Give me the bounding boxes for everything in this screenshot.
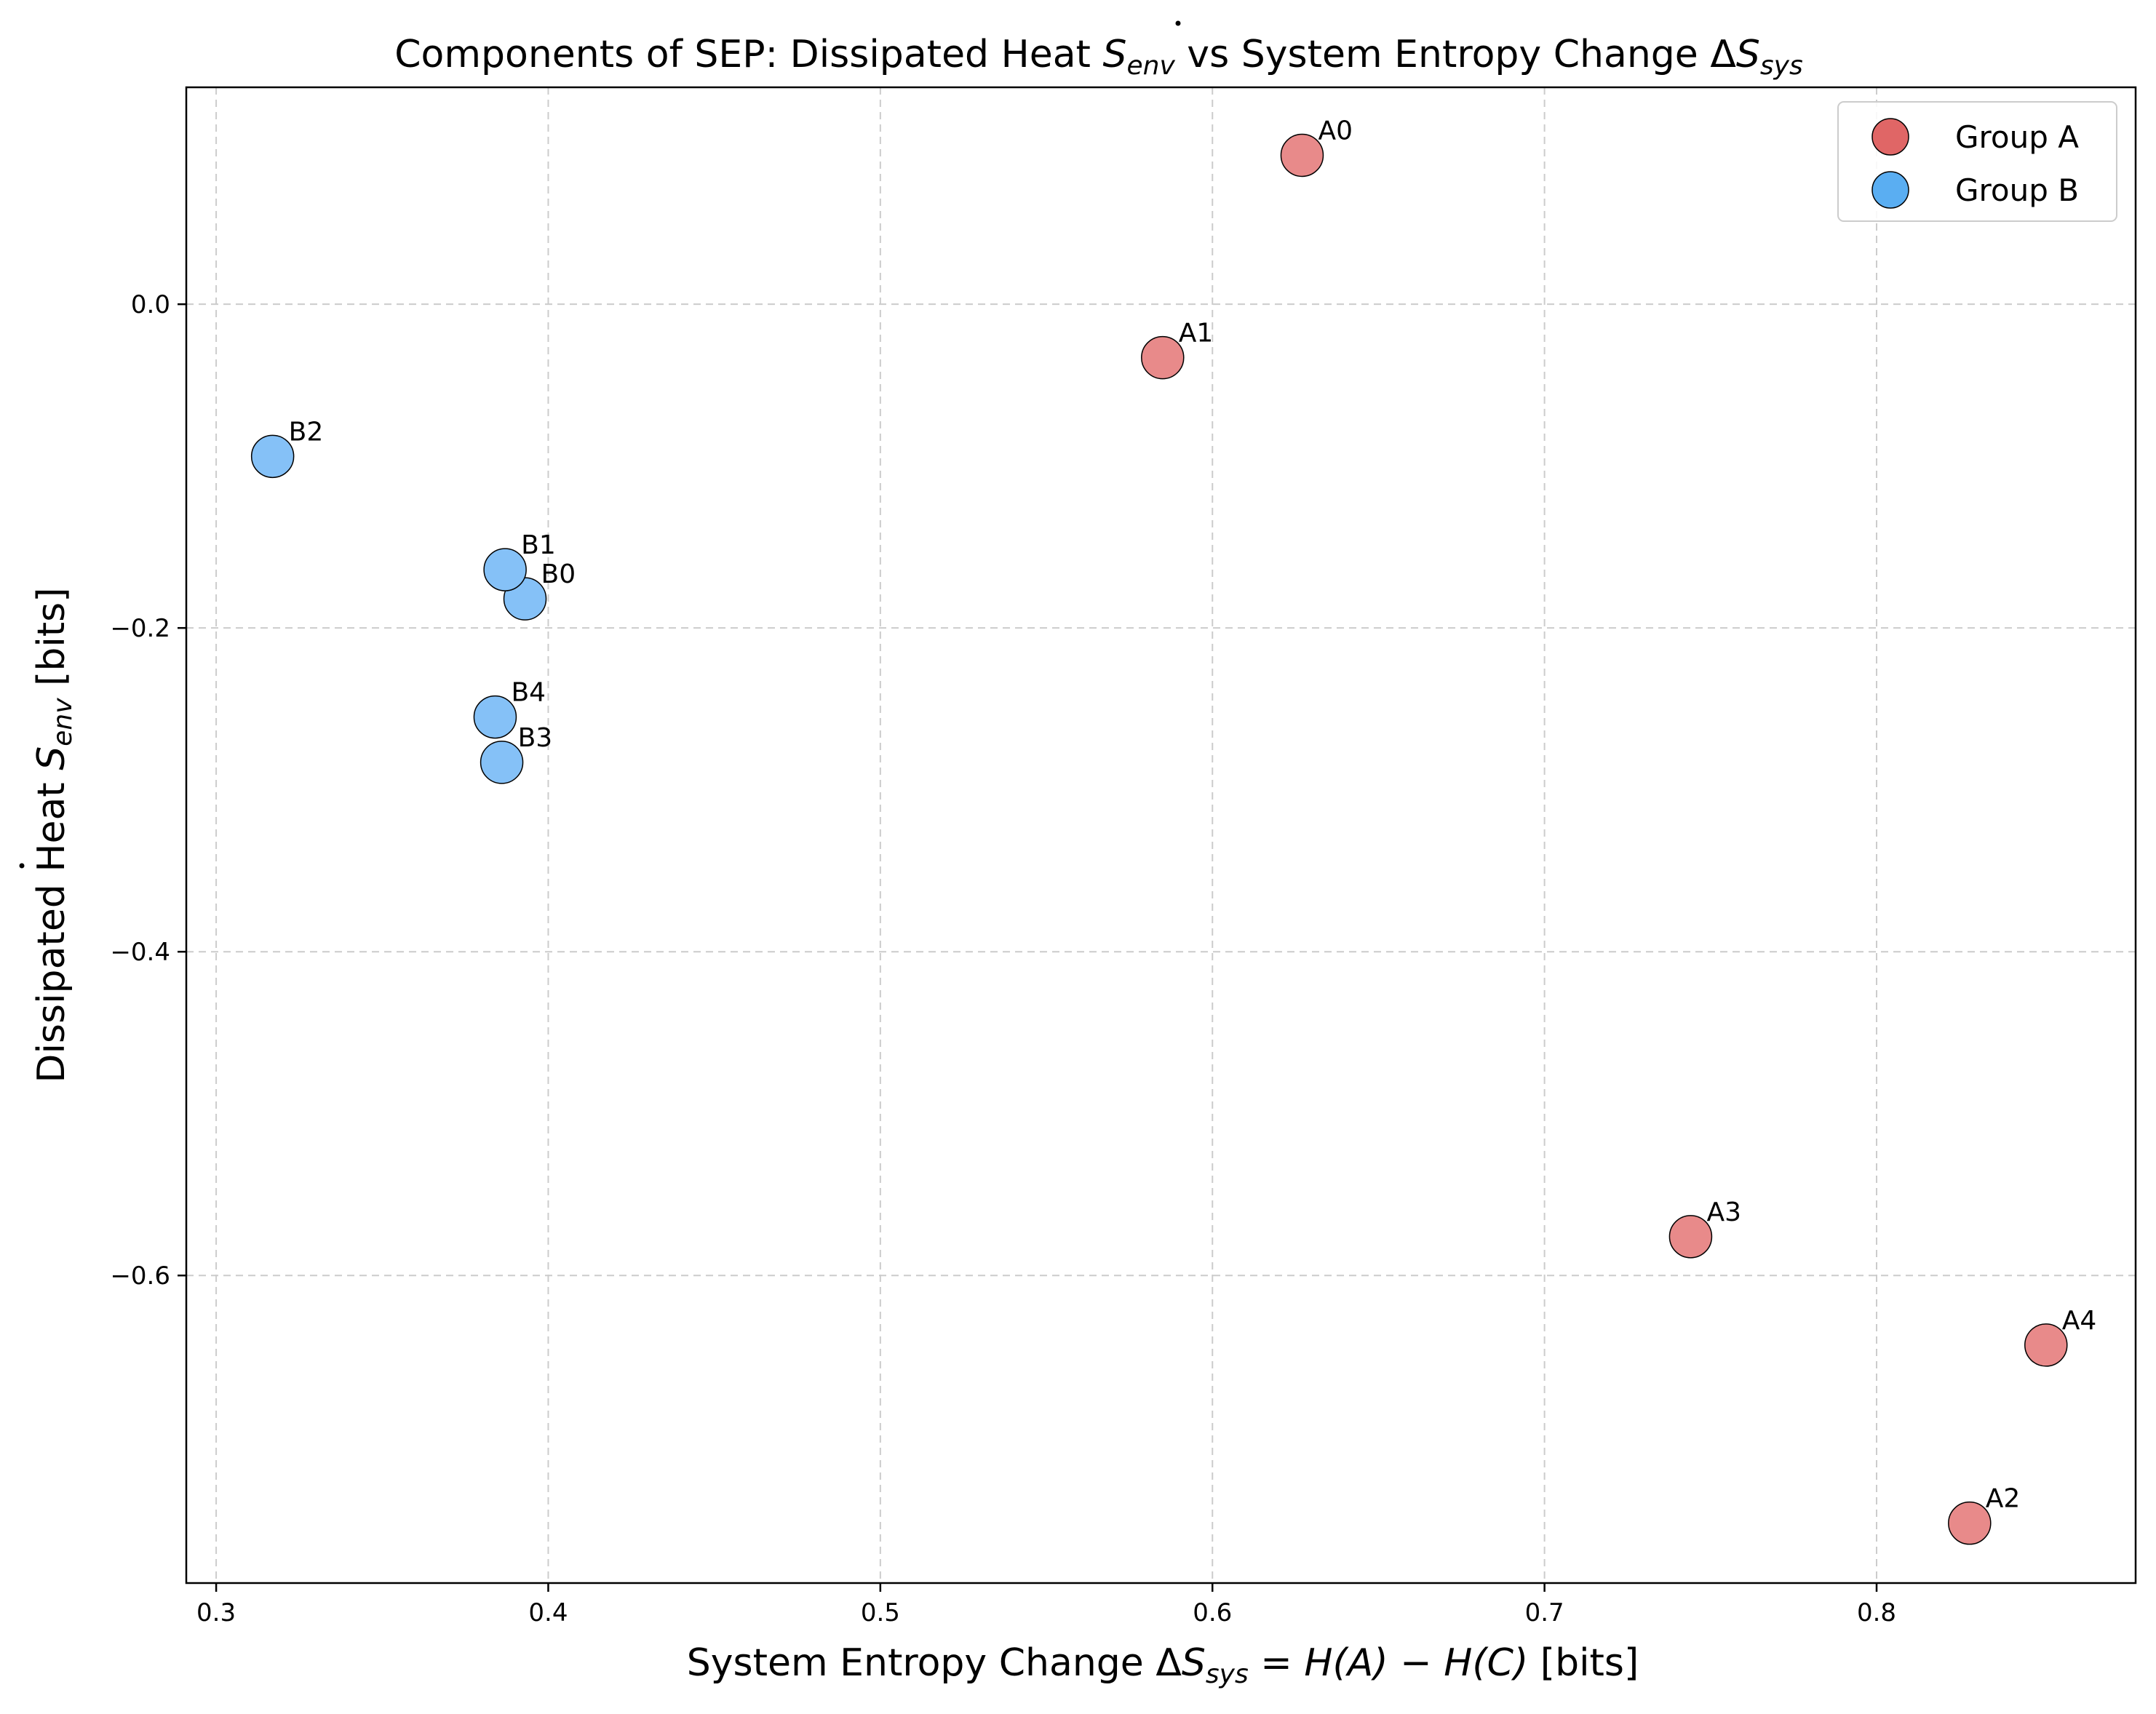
legend-marker-group-b — [1871, 171, 1909, 209]
point-label-a1: A1 — [1179, 319, 1214, 348]
point-a2 — [1948, 1501, 1992, 1545]
title-symbol-sys: S — [1736, 33, 1760, 76]
point-b4 — [473, 695, 517, 739]
title-subscript-env: env — [1127, 51, 1176, 81]
title-prefix: Components of SEP: Dissipated Heat — [394, 33, 1102, 76]
xlabel-prefix: System Entropy Change Δ — [687, 1641, 1182, 1685]
xlabel-subscript: sys — [1206, 1659, 1249, 1689]
ylabel-dot-accent — [19, 863, 25, 869]
y-tick-label: −0.2 — [110, 614, 170, 643]
point-label-a0: A0 — [1318, 116, 1353, 146]
title-symbol-env: S — [1102, 33, 1126, 76]
plot-frame — [185, 86, 2137, 1585]
point-b1 — [483, 548, 527, 591]
y-axis-label: Dissipated Heat Senv [bits] — [30, 587, 78, 1083]
point-label-b3: B3 — [518, 723, 553, 753]
point-a1 — [1141, 335, 1185, 380]
title-middle: vs System Entropy Change Δ — [1175, 33, 1737, 76]
legend-label-group-b: Group B — [1955, 172, 2079, 208]
point-label-a4: A4 — [2062, 1306, 2097, 1336]
ylabel-suffix: [bits] — [30, 587, 73, 698]
y-axis-label-group: Dissipated Heat Senv [bits] — [19, 587, 78, 1083]
ylabel-subscript: env — [48, 698, 78, 746]
x-tick-label: 0.8 — [1857, 1598, 1896, 1627]
x-axis-label: System Entropy Change ΔSsys = H(A) − H(C… — [687, 1641, 1639, 1689]
point-a4 — [2024, 1323, 2068, 1367]
legend-label-group-a: Group A — [1955, 119, 2079, 155]
y-tick-label: −0.6 — [110, 1261, 170, 1291]
title-subscript-sys: sys — [1760, 51, 1803, 81]
x-tick-label: 0.4 — [528, 1598, 568, 1627]
ylabel-symbol: S — [30, 746, 73, 770]
xlabel-formula: = H(A) − H(C) — [1249, 1641, 1529, 1685]
x-tick-label: 0.5 — [861, 1598, 900, 1627]
y-tick-label: −0.4 — [110, 938, 170, 967]
xlabel-suffix: [bits] — [1528, 1641, 1639, 1685]
x-tick-label: 0.7 — [1525, 1598, 1564, 1627]
point-label-a2: A2 — [1986, 1484, 2021, 1514]
y-tick-label: 0.0 — [131, 290, 170, 319]
point-a0 — [1280, 133, 1324, 178]
legend-marker-group-a — [1871, 118, 1909, 156]
point-label-a3: A3 — [1706, 1197, 1741, 1227]
point-label-b0: B0 — [541, 559, 576, 589]
legend: Group A Group B — [1837, 101, 2117, 222]
x-tick-label: 0.6 — [1193, 1598, 1232, 1627]
xlabel-symbol: S — [1182, 1641, 1206, 1685]
point-b3 — [480, 741, 524, 784]
axis-ticks: 0.3 0.4 0.5 0.6 0.7 0.8 0.0 −0.2 −0.4 −0.6 — [110, 290, 1896, 1627]
point-a3 — [1668, 1215, 1713, 1259]
ylabel-prefix: Dissipated Heat — [30, 770, 73, 1083]
grid-lines — [186, 87, 2136, 1583]
x-tick-label: 0.3 — [196, 1598, 236, 1627]
point-label-b1: B1 — [521, 530, 556, 560]
chart-title: Components of SEP: Dissipated Heat Senv … — [394, 33, 1803, 81]
point-label-b4: B4 — [511, 678, 546, 708]
point-label-b2: B2 — [289, 417, 324, 447]
point-b2 — [250, 434, 295, 479]
title-dot-accent — [1175, 20, 1181, 26]
